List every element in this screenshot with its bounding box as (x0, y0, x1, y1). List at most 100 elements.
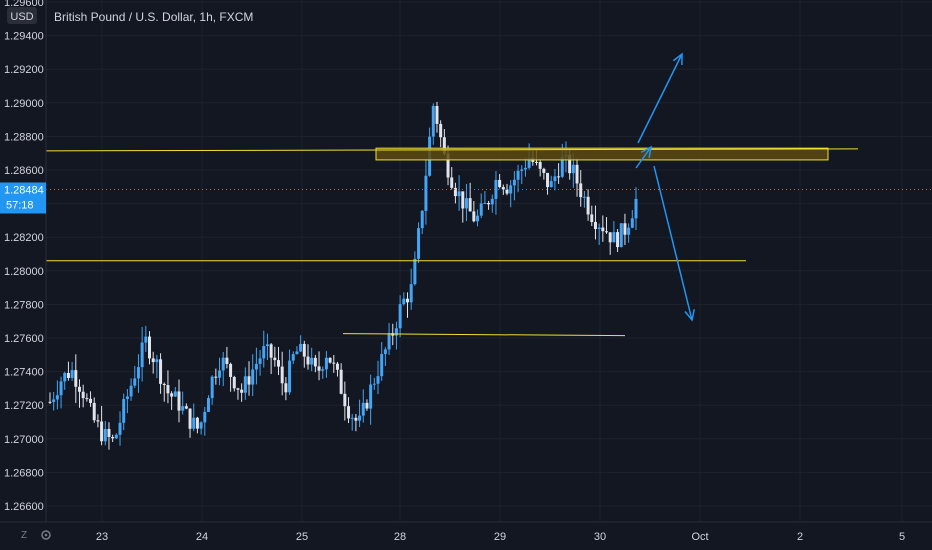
candle-body (527, 157, 531, 168)
candle-body (210, 376, 214, 399)
candle-body (225, 357, 229, 364)
candle-body (376, 376, 380, 384)
candle-body (221, 357, 225, 371)
candle-body (199, 422, 203, 429)
candle-body (92, 402, 96, 421)
price-tick-label: 1.29400 (4, 31, 44, 43)
candle-body (612, 232, 616, 243)
candle-body (542, 168, 546, 173)
candle-body (48, 401, 52, 403)
candle-body (321, 369, 325, 371)
candle-body (601, 227, 605, 232)
time-tick-label: 29 (494, 531, 506, 543)
candle-body (155, 359, 159, 363)
arrow-up (637, 52, 683, 144)
candle-body (483, 203, 487, 205)
candle-body (520, 169, 524, 171)
candle-body (159, 359, 163, 384)
candle-body (313, 357, 317, 367)
candle-body (59, 381, 63, 396)
candle-body (372, 383, 376, 385)
arrow-shaft (653, 165, 693, 321)
candle-body (553, 176, 557, 182)
zoom-button[interactable]: Z (20, 529, 28, 541)
currency-badge-bg (7, 7, 37, 24)
candle-body (188, 408, 192, 429)
candle-body (450, 177, 454, 188)
candle-body (166, 385, 170, 394)
candle-body (590, 214, 594, 222)
candle-body (472, 211, 476, 222)
candle-body (586, 196, 590, 215)
candle-body (597, 227, 601, 230)
candle-body (284, 383, 288, 393)
candle-body (490, 198, 494, 205)
candle-body (184, 406, 188, 409)
candle-body (81, 391, 85, 399)
candle-body (557, 176, 561, 178)
candle-body (361, 402, 365, 416)
candle-body (358, 415, 362, 421)
arrow-head (640, 145, 653, 158)
candle-body (616, 232, 620, 248)
price-axis[interactable]: 1.29600 1.29400 1.29200 1.29000 1.28800 1.286… (0, 0, 47, 522)
candlestick-series (48, 101, 638, 450)
candle-body (383, 349, 387, 355)
price-tick-label: 1.28000 (4, 266, 44, 278)
time-tick-label: 2 (797, 531, 803, 543)
candle-body (288, 360, 292, 393)
candle-body (247, 376, 251, 385)
candle-body (277, 360, 281, 367)
candle-body (302, 343, 306, 357)
candle-body (505, 189, 509, 194)
candle-body (623, 223, 627, 235)
candle-body (579, 183, 583, 198)
candle-body (122, 399, 126, 423)
candle-body (52, 399, 56, 403)
candle-body (409, 284, 413, 303)
candle-body (136, 367, 140, 379)
candle-body (229, 363, 233, 377)
price-tick-label: 1.27800 (4, 299, 44, 311)
candle-body (417, 228, 421, 259)
candle-body (468, 198, 472, 212)
candle-body (243, 376, 247, 393)
candle-body (173, 391, 177, 397)
candle-body (103, 428, 107, 442)
symbol-title[interactable]: British Pound / U.S. Dollar, 1h, FXCM (54, 10, 253, 24)
time-axis[interactable]: 23 24 25 28 29 30 Oct 2 5 (0, 521, 932, 543)
candle-body (538, 162, 542, 169)
last-price-badge: 1.28484 57:18 (0, 182, 46, 214)
candle-body (291, 354, 295, 361)
candle-body (593, 221, 597, 230)
candle-body (479, 203, 483, 216)
candle-body (170, 393, 174, 397)
candle-body (347, 406, 351, 419)
candle-body (387, 333, 391, 350)
candle-body (446, 153, 450, 178)
currency-badge: USD (10, 11, 33, 23)
price-tick-label: 1.28600 (4, 165, 44, 177)
candle-body (435, 106, 439, 124)
candle-body (571, 164, 575, 174)
candle-body (453, 187, 457, 197)
candle-body (218, 370, 222, 378)
candle-body (335, 363, 339, 370)
candle-body (273, 357, 277, 361)
candle-body (306, 356, 310, 365)
price-tick-label: 1.28200 (4, 232, 44, 244)
candle-body (295, 351, 299, 355)
time-tick-label: 30 (594, 531, 606, 543)
candle-body (420, 210, 424, 229)
candle-body (269, 344, 273, 358)
candle-body (394, 328, 398, 336)
last-price-label: 1.28484 (4, 184, 44, 196)
candle-body (365, 402, 369, 409)
candle-body (605, 231, 609, 233)
gear-icon[interactable] (38, 526, 54, 544)
candle-body (549, 181, 553, 188)
time-tick-label: Oct (691, 531, 708, 543)
candle-body (634, 198, 638, 219)
time-tick-label: 23 (96, 531, 108, 543)
